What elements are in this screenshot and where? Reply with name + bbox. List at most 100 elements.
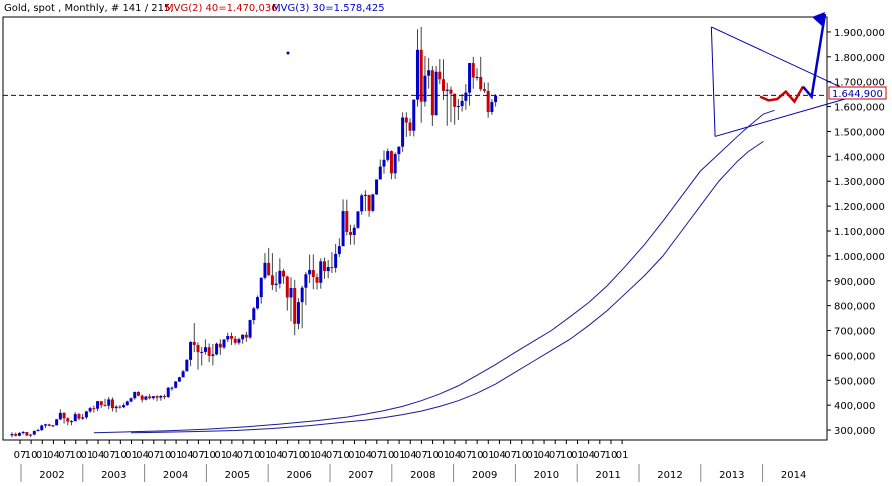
x-month-label: 07 (58, 450, 71, 461)
y-tick-label: 1.200,000 (834, 202, 885, 213)
candle-body (486, 90, 490, 113)
candle-body (170, 387, 174, 389)
candle-up (360, 193, 364, 215)
candle-body (203, 347, 207, 352)
candle-up (43, 423, 47, 429)
candle-up (32, 430, 36, 436)
y-axis: 300,000 400,000 500,000 600,000 700,000 800,0… (827, 28, 885, 437)
indicator-label-mvg30: MVG(3) 30=1.578,425 (272, 3, 385, 14)
candle-up (326, 260, 330, 279)
candle-body (70, 421, 74, 423)
candle-down (118, 405, 122, 409)
candle-body (300, 287, 304, 303)
candle-up (226, 332, 230, 343)
candle-body (66, 418, 70, 422)
y-tick-label: 1.900,000 (834, 28, 885, 39)
candle-up (40, 424, 44, 432)
candle-body (356, 211, 360, 228)
candle-body (282, 270, 286, 277)
candle-up (144, 395, 148, 401)
candle-body (427, 70, 431, 76)
y-tick-label: 800,000 (834, 302, 875, 313)
candle-up (289, 277, 293, 322)
x-year-label: 2012 (657, 470, 682, 481)
mvg30-line (93, 109, 775, 434)
candle-up (475, 68, 479, 81)
candle-up (259, 277, 263, 304)
y-tick-label: 1.300,000 (834, 177, 885, 188)
candle-up (263, 253, 267, 280)
candle-body (77, 414, 81, 419)
candle-body (430, 70, 434, 116)
candle-body (419, 49, 423, 102)
x-month-label: 10 (69, 450, 82, 461)
candle-body (423, 75, 427, 102)
candle-body (274, 283, 278, 285)
candle-up (412, 99, 416, 137)
x-month-label: 10 (426, 450, 439, 461)
x-month-label: 07 (504, 450, 517, 461)
candle-up (337, 238, 341, 257)
triangle-left-edge (710, 26, 716, 137)
x-month-label: 01 (36, 450, 49, 461)
candle-up (274, 272, 278, 292)
y-tick-label: 900,000 (834, 277, 875, 288)
candle-up (10, 432, 14, 438)
candle-down (196, 342, 200, 370)
candle-down (349, 224, 353, 245)
candle-up (107, 396, 111, 410)
candle-down (103, 398, 107, 407)
candle-body (185, 359, 189, 372)
candle-down (62, 412, 66, 424)
candle-body (81, 417, 85, 419)
candle-up (427, 58, 431, 89)
candle-body (434, 71, 438, 116)
forecast-zigzag (759, 86, 805, 104)
candle-down (163, 394, 167, 400)
candle-down (244, 331, 248, 342)
x-month-label: 07 (237, 450, 250, 461)
candle-up (415, 29, 419, 107)
candle-body (110, 399, 114, 409)
candle-body (326, 267, 330, 272)
x-month-label: 07 (593, 450, 606, 461)
candle-up (334, 243, 338, 273)
x-month-label: 01 (393, 450, 406, 461)
candle-up (423, 56, 427, 107)
y-tick-label: 600,000 (834, 351, 875, 362)
forecast-arrow-line (802, 13, 827, 100)
y-tick-label: 300,000 (834, 426, 875, 437)
candle-body (345, 211, 349, 232)
y-tick-label: 1.600,000 (834, 103, 885, 114)
candle-up (304, 272, 308, 306)
candle-body (468, 63, 472, 93)
candle-body (189, 341, 193, 360)
overlay-layer (3, 12, 854, 137)
candle-body (174, 381, 178, 388)
candle-up (114, 405, 118, 413)
candle-down (486, 82, 490, 118)
candle-body (103, 405, 107, 407)
candle-body (62, 412, 66, 419)
candle-body (337, 246, 341, 254)
candle-up (166, 387, 170, 398)
moving-average-layer (93, 109, 775, 434)
candle-body (215, 343, 219, 355)
candle-down (229, 332, 233, 345)
candle-down (438, 59, 442, 85)
candle-body (319, 261, 323, 283)
candle-down (110, 397, 114, 412)
candle-up (248, 319, 252, 339)
candle-up (125, 400, 129, 406)
candle-body (330, 267, 334, 269)
candle-body (256, 297, 260, 309)
candle-body (363, 194, 367, 196)
candle-up (200, 347, 204, 366)
x-month-label: 07 (549, 450, 562, 461)
candle-down (207, 343, 211, 363)
x-year-label: 2005 (225, 470, 250, 481)
candle-up (319, 258, 323, 289)
candle-up (434, 66, 438, 116)
candle-up (464, 84, 468, 110)
forecast-arrowhead (812, 12, 825, 26)
